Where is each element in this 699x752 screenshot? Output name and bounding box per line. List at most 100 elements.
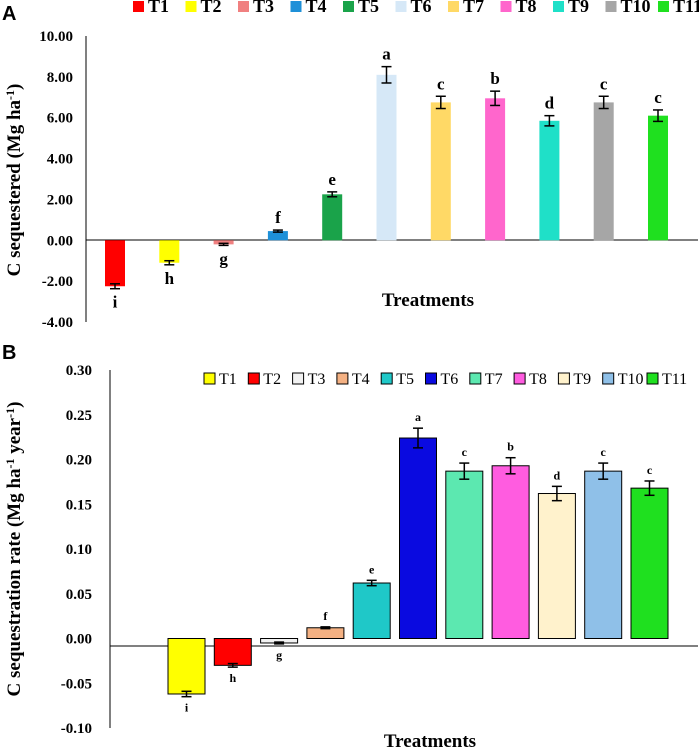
- panel-a-bar-t8: [485, 98, 506, 241]
- panel-b-legend-label: T2: [263, 371, 281, 388]
- panel-a-legend-swatch: [133, 1, 144, 12]
- panel-b-bar-t2: [213, 638, 252, 666]
- panel-b-bar-t9: [537, 493, 576, 640]
- panel-a-error-bar-t11: [653, 109, 663, 123]
- panel-b-y-tick-label: 0.05: [66, 587, 92, 603]
- panel-a-error-bar-t5: [327, 191, 338, 198]
- panel-a-legend-swatch: [658, 1, 669, 12]
- panel-b-bar-t6: [399, 437, 437, 639]
- panel-b-legend-label: T4: [352, 371, 370, 388]
- panel-b-legend-swatch: [292, 372, 305, 385]
- panel-a-y-ticks: -4.00 -2.00 0.00 2.00 4.00 6.00 8.00 10.00: [39, 29, 73, 331]
- panel-b-legend-item-t5: T5: [380, 371, 414, 388]
- panel-b-error-bar-t8: [505, 456, 516, 475]
- panel-b-legend-item-t6: T6: [425, 371, 458, 388]
- panel-b-y-tick-label: 0.15: [66, 497, 92, 513]
- panel-a-sig-label-t7: c: [437, 74, 445, 93]
- panel-a-bar-t11: [648, 115, 668, 241]
- panel-b-x-axis-title: Treatments: [384, 731, 476, 752]
- panel-a-legend-swatch: [238, 1, 249, 12]
- panel-a-error-bar-t9: [544, 114, 555, 127]
- panel-b-sig-label-t7: c: [462, 445, 468, 459]
- panel-b-error-bar-t4: [320, 626, 331, 630]
- panel-a-y-tick-label: -2.00: [42, 274, 73, 290]
- panel-b-error-bar-t11: [644, 480, 655, 497]
- panel-b-legend-item-t2: T2: [247, 371, 281, 388]
- panel-b-error-bar-t6: [413, 427, 423, 449]
- panel-b-y-tick-label: 0.00: [66, 632, 92, 648]
- panel-a-label: A: [2, 3, 16, 25]
- panel-a-sig-label-t5: e: [328, 170, 336, 189]
- panel-a-sig-label-t10: c: [600, 74, 608, 93]
- panel-b-bar-t7: [445, 470, 484, 640]
- panel-a-legend-item-t10: T10: [605, 0, 651, 16]
- panel-b-sig-label-t4: f: [323, 609, 328, 623]
- panel-b-error-bar-t7: [459, 462, 470, 480]
- panel-b-bar-t8: [491, 465, 530, 640]
- panel-a-legend-swatch: [395, 1, 407, 12]
- panel-a-legend-swatch: [343, 1, 354, 12]
- panel-a-legend-item-t2: T2: [185, 0, 222, 16]
- panel-b-legend-label: T10: [618, 371, 644, 388]
- panel-a-y-tick-label: 6.00: [47, 111, 73, 127]
- panel-b-legend-swatch: [247, 372, 260, 385]
- panel-b-legend: T1 T2 T3 T4 T5 T6 T7 T8 T9 T10 T11: [203, 371, 687, 388]
- panel-a-legend-item-t6: T6: [395, 0, 432, 16]
- panel-a-legend-label: T4: [306, 0, 327, 16]
- panel-a-legend-item-t3: T3: [238, 0, 274, 16]
- panel-a-bar-t10: [593, 102, 614, 241]
- panel-a-bar-t3: [213, 240, 234, 245]
- panel-a-legend-label: T8: [516, 0, 537, 16]
- panel-b-legend-swatch: [602, 372, 615, 385]
- panel-b-y-tick-label: -0.05: [61, 676, 92, 692]
- panel-b-legend-label: T1: [219, 371, 237, 388]
- panel-a-error-bar-t2: [164, 259, 175, 266]
- panel-b-legend-item-t11: T11: [646, 371, 687, 388]
- panel-b-legend-swatch: [646, 372, 659, 385]
- panel-a-legend-item-t4: T4: [290, 0, 327, 16]
- panel-a-legend-label: T2: [201, 0, 222, 16]
- panel-b-legend-swatch: [557, 372, 570, 385]
- panel-b-legend-swatch: [513, 372, 526, 385]
- panel-b-legend-swatch: [336, 372, 349, 385]
- panel-a-y-tick-label: 10.00: [39, 29, 73, 45]
- panel-a-legend-label: T10: [621, 0, 651, 16]
- panel-a-legend-item-t1: T1: [133, 0, 169, 16]
- panel-a-legend-label: T1: [148, 0, 169, 16]
- panel-a-legend-item-t7: T7: [448, 0, 484, 16]
- panel-a-y-tick-label: 8.00: [47, 70, 73, 86]
- panel-b-bar-t11: [630, 487, 669, 640]
- panel-b-legend-label: T9: [573, 371, 591, 388]
- panel-b-legend-item-t10: T10: [602, 371, 644, 388]
- panel-b-legend-item-t8: T8: [513, 371, 547, 388]
- panel-b-y-tick-label: 0.20: [66, 453, 92, 469]
- panel-a-bar-t7: [430, 102, 451, 241]
- panel-a-legend-item-t11: T11: [658, 0, 699, 16]
- panel-a-bar-t5: [322, 194, 343, 241]
- panel-b-legend-swatch: [380, 372, 393, 385]
- panel-a-bar-t2: [159, 240, 180, 263]
- panel-a-error-bar-t1: [110, 283, 120, 290]
- panel-a-sig-label-t4: f: [275, 208, 281, 227]
- panel-b-legend-swatch: [469, 372, 482, 385]
- panel-b-error-bar-t2: [227, 662, 238, 668]
- panel-a-legend-swatch: [553, 1, 564, 12]
- panel-a-error-bar-t8: [490, 90, 501, 107]
- panel-a-y-axis-title: C sequestered (Mg ha-1): [3, 84, 25, 277]
- panel-a-legend-swatch: [290, 1, 302, 12]
- panel-a-sig-label-t11: c: [654, 88, 662, 107]
- panel-b-legend-swatch: [425, 372, 437, 385]
- panel-a-error-bar-t6: [381, 65, 392, 84]
- panel-b-y-tick-label: 0.10: [66, 542, 92, 558]
- panel-b-legend-item-t4: T4: [336, 371, 370, 388]
- panel-b-legend-item-t3: T3: [292, 371, 325, 388]
- panel-b-sig-label-t11: c: [647, 463, 653, 477]
- panel-a-y-tick-label: 4.00: [47, 152, 73, 168]
- panel-a-legend-swatch: [500, 1, 512, 12]
- panel-a-legend-label: T11: [673, 0, 699, 16]
- panel-a-legend-swatch: [185, 1, 197, 12]
- panel-b-legend-item-t1: T1: [203, 371, 237, 388]
- panel-b-error-bar-t5: [366, 579, 377, 587]
- panel-a-y-tick-label: -4.00: [42, 315, 73, 331]
